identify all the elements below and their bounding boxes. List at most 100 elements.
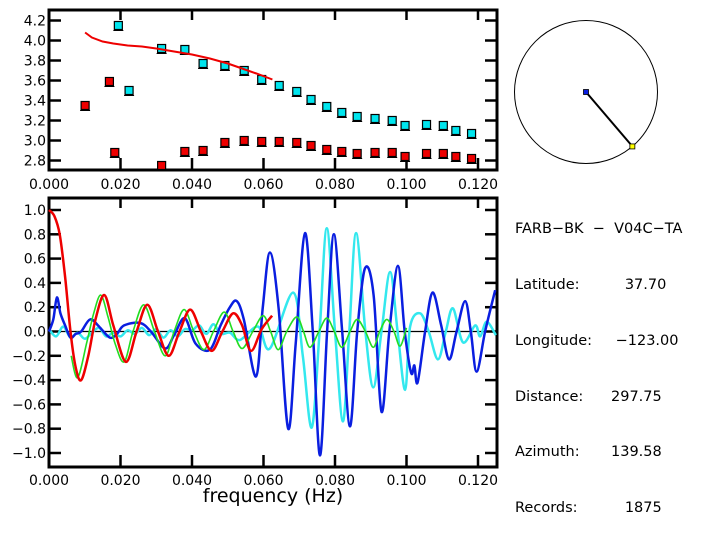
data-point-cyan-points	[439, 122, 447, 130]
spectrum-plot: 0.000 0.020 0.040 0.060 0.080 0.100 0.12…	[12, 198, 498, 507]
bottom-y-tick-label: −0.8	[12, 422, 46, 438]
data-point-cyan-points	[353, 113, 361, 121]
data-point-red-points	[221, 139, 229, 147]
data-point-cyan-points	[125, 87, 133, 95]
data-point-red-points	[158, 162, 166, 170]
bottom-y-tick-label: −0.4	[12, 373, 46, 389]
data-point-cyan-points	[323, 103, 331, 111]
data-point-cyan-points	[338, 109, 346, 117]
top-plot-ticks	[49, 10, 497, 170]
top-plot-x-tick-labels: 0.000 0.020 0.040 0.060 0.080 0.100 0.12…	[29, 177, 498, 193]
bottom-y-tick-label: 0.6	[24, 252, 46, 268]
data-point-red-points	[439, 150, 447, 158]
data-point-red-points	[81, 102, 89, 110]
data-point-cyan-points	[199, 60, 207, 68]
data-point-cyan-points	[293, 88, 301, 96]
data-point-red-points	[275, 138, 283, 146]
top-plot-marks	[80, 22, 476, 171]
info-value: 297.75	[611, 389, 662, 405]
data-point-red-points	[423, 150, 431, 158]
spectrum-series-red	[49, 210, 272, 380]
info-row-distance: Distance:297.75	[515, 388, 682, 407]
top-y-tick-label: 3.8	[24, 54, 46, 70]
data-point-cyan-points	[468, 130, 476, 138]
bottom-y-tick-label: −0.6	[12, 397, 46, 413]
top-y-tick-label: 3.2	[24, 114, 46, 130]
top-x-tick-label: 0.120	[458, 177, 498, 193]
data-point-cyan-points	[371, 115, 379, 123]
station-info: FARB−BK − V04C−TA Latitude: 37.70 Longit…	[515, 183, 682, 536]
top-y-tick-label: 3.6	[24, 74, 46, 90]
info-value: 37.70	[611, 277, 666, 293]
data-point-red-points	[323, 146, 331, 154]
bottom-x-tick-label: 0.100	[386, 473, 426, 489]
data-point-red-points	[353, 150, 361, 158]
data-point-cyan-points	[452, 127, 460, 135]
top-y-tick-label: 3.4	[24, 94, 46, 110]
data-point-red-points	[111, 149, 119, 157]
data-point-red-points	[401, 153, 409, 161]
info-label: Latitude:	[515, 276, 611, 295]
bottom-y-tick-label: 1.0	[24, 203, 46, 219]
top-x-tick-label: 0.080	[315, 177, 355, 193]
bottom-y-tick-label: 0.2	[24, 300, 46, 316]
info-value: 139.58	[611, 444, 662, 460]
bottom-y-tick-label: 0.8	[24, 227, 46, 243]
info-row-longitude: Longitude: −123.00	[515, 332, 682, 351]
station-center-marker	[584, 90, 589, 95]
data-point-red-points	[307, 142, 315, 150]
data-point-red-points	[338, 148, 346, 156]
bottom-x-tick-label: 0.120	[458, 473, 498, 489]
data-point-red-points	[388, 149, 396, 157]
top-y-tick-label: 4.2	[24, 14, 46, 30]
top-y-tick-label: 4.0	[24, 34, 46, 50]
info-label: Longitude:	[515, 332, 611, 351]
info-row-latitude: Latitude: 37.70	[515, 276, 682, 295]
data-point-cyan-points	[423, 121, 431, 129]
info-value: −123.00	[611, 333, 679, 349]
top-x-tick-label: 0.000	[29, 177, 69, 193]
data-point-red-points	[468, 155, 476, 163]
station-pair: FARB−BK − V04C−TA	[515, 220, 682, 239]
top-x-tick-label: 0.100	[386, 177, 426, 193]
data-point-cyan-points	[114, 22, 122, 30]
bottom-y-tick-label: 0.4	[24, 276, 46, 292]
info-row-records: Records: 1875	[515, 499, 682, 518]
data-point-cyan-points	[275, 82, 283, 90]
bottom-y-tick-label: −1.0	[12, 446, 46, 462]
top-y-tick-label: 2.8	[24, 154, 46, 170]
info-label: Records:	[515, 499, 611, 518]
data-point-red-points	[199, 147, 207, 155]
azimuth-map	[515, 21, 658, 164]
top-x-tick-label: 0.020	[100, 177, 140, 193]
bottom-plot-y-tick-labels: 1.0 0.8 0.6 0.4 0.2 0.0 −0.2 −0.4 −0.6 −…	[12, 203, 46, 462]
info-label: Azimuth:	[515, 443, 611, 462]
data-point-red-points	[181, 148, 189, 156]
bottom-x-tick-label: 0.000	[29, 473, 69, 489]
data-point-red-points	[371, 149, 379, 157]
data-point-red-points	[258, 138, 266, 146]
bottom-y-tick-label: −0.2	[12, 349, 46, 365]
bottom-y-tick-label: 0.0	[24, 325, 46, 341]
azimuth-line	[586, 92, 632, 146]
data-point-cyan-points	[307, 96, 315, 104]
bottom-x-tick-label: 0.020	[100, 473, 140, 489]
data-point-red-points	[293, 139, 301, 147]
top-plot-frame	[49, 10, 497, 170]
info-row-azimuth: Azimuth:139.58	[515, 443, 682, 462]
data-point-red-points	[240, 137, 248, 145]
data-point-red-points	[105, 78, 113, 86]
info-label: Distance:	[515, 388, 611, 407]
station-end-marker	[630, 144, 635, 149]
bottom-plot-marks	[49, 210, 497, 455]
top-y-tick-label: 3.0	[24, 134, 46, 150]
velocity-plot: 0.000 0.020 0.040 0.060 0.080 0.100 0.12…	[24, 10, 498, 193]
x-axis-title: frequency (Hz)	[203, 485, 343, 507]
data-point-cyan-points	[401, 122, 409, 130]
info-value: 1875	[611, 500, 662, 516]
data-point-cyan-points	[388, 117, 396, 125]
data-point-red-points	[452, 153, 460, 161]
top-x-tick-label: 0.040	[172, 177, 212, 193]
top-plot-y-tick-labels: 4.2 4.0 3.8 3.6 3.4 3.2 3.0 2.8	[24, 14, 46, 170]
top-x-tick-label: 0.060	[243, 177, 283, 193]
